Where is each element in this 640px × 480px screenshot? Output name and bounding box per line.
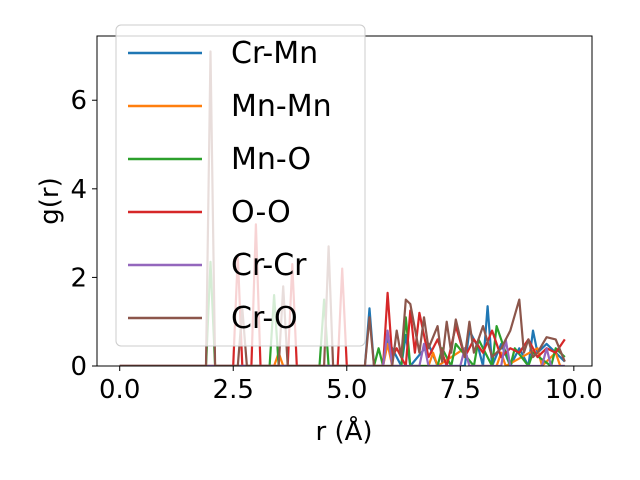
legend-label-mn-mn: Mn-Mn bbox=[231, 89, 332, 124]
legend-label-o-o: O-O bbox=[231, 195, 291, 230]
series-layer bbox=[119, 50, 566, 366]
x-tick-label: 7.5 bbox=[440, 375, 481, 405]
x-tick-label: 0.0 bbox=[99, 375, 140, 405]
series-line-o-o bbox=[119, 223, 566, 366]
x-tick-label: 2.5 bbox=[213, 375, 254, 405]
legend-label-cr-mn: Cr-Mn bbox=[231, 36, 318, 71]
x-axis-label: r (Å) bbox=[315, 415, 372, 447]
y-axis-ticks: 0 2 4 6 bbox=[70, 86, 97, 382]
x-axis-ticks: 0.0 2.5 5.0 7.5 10.0 bbox=[99, 366, 603, 405]
series-line-mn-mn bbox=[119, 342, 565, 366]
series-line-cr-o bbox=[119, 50, 566, 366]
legend-label-mn-o: Mn-O bbox=[231, 142, 311, 177]
legend-label-cr-cr: Cr-Cr bbox=[231, 248, 307, 283]
y-tick-label: 2 bbox=[70, 263, 87, 293]
x-tick-label: 10.0 bbox=[545, 375, 603, 405]
legend-box bbox=[115, 24, 366, 347]
series-line-cr-cr bbox=[119, 329, 565, 366]
y-tick-label: 4 bbox=[70, 175, 87, 205]
legend-label-cr-o: Cr-O bbox=[231, 301, 298, 336]
x-tick-label: 5.0 bbox=[326, 375, 367, 405]
y-tick-label: 0 bbox=[70, 352, 87, 382]
y-axis-label: g(r) bbox=[35, 177, 65, 224]
legend: Cr-Mn Mn-Mn Mn-O O-O Cr-Cr Cr-O bbox=[115, 24, 366, 347]
y-tick-label: 6 bbox=[70, 86, 87, 116]
